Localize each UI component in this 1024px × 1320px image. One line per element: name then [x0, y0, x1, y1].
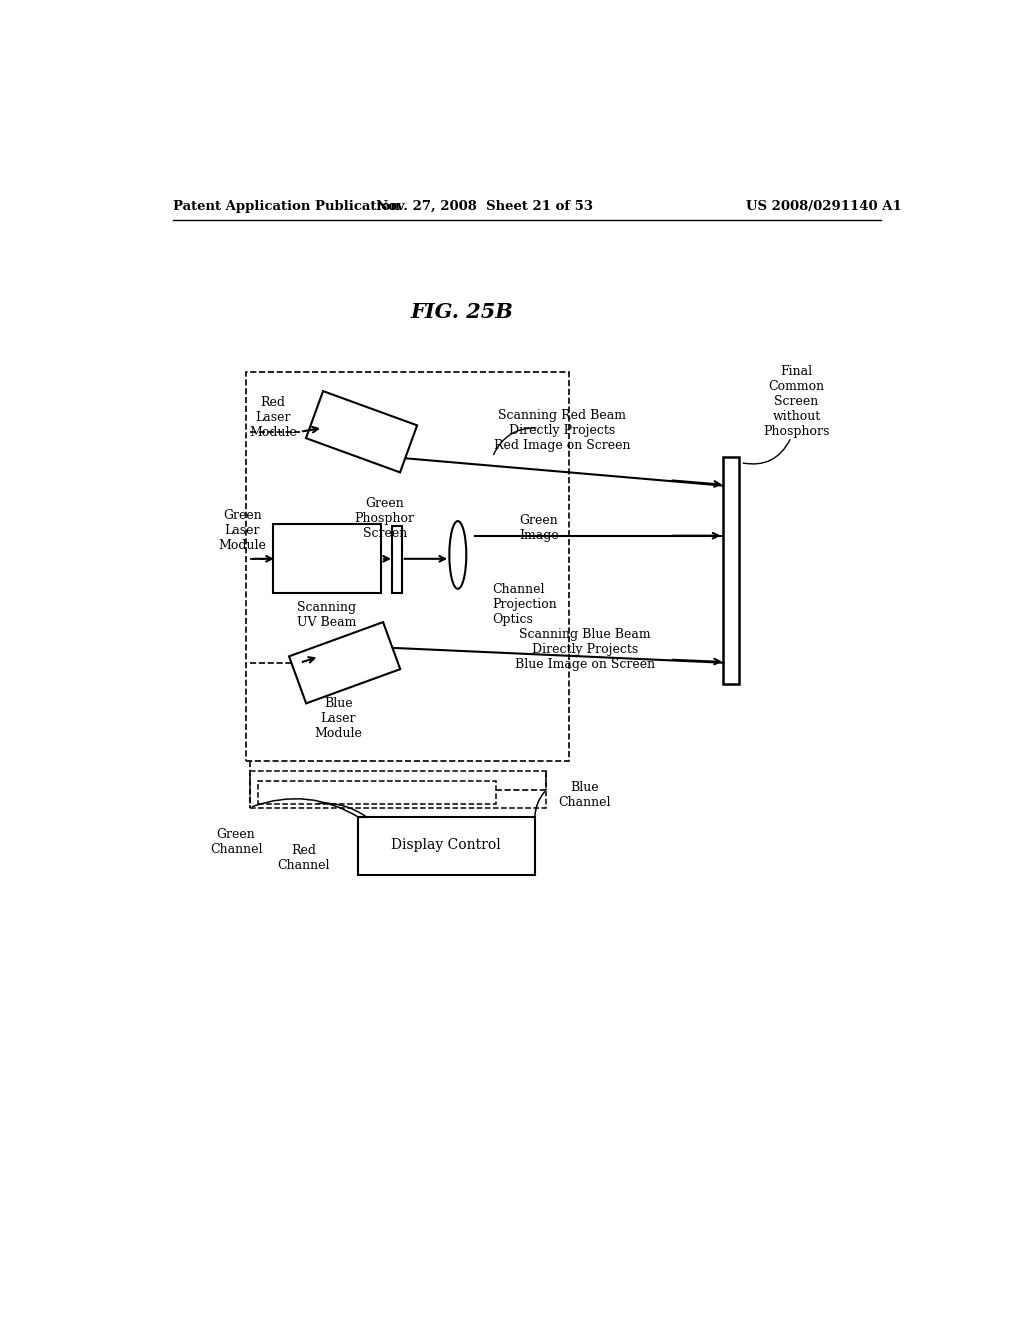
Text: Nov. 27, 2008  Sheet 21 of 53: Nov. 27, 2008 Sheet 21 of 53 [376, 199, 593, 213]
Text: Red
Channel: Red Channel [278, 843, 330, 871]
Bar [246, 372, 569, 762]
Bar [357, 817, 535, 875]
Text: Final
Common
Screen
without
Phosphors: Final Common Screen without Phosphors [764, 364, 829, 438]
Text: Green
Channel: Green Channel [210, 829, 262, 857]
Text: Blue
Channel: Blue Channel [559, 780, 611, 809]
Text: Patent Application Publication: Patent Application Publication [173, 199, 399, 213]
Text: Red
Laser
Module: Red Laser Module [249, 396, 297, 438]
Text: Green
Laser
Module: Green Laser Module [218, 508, 266, 552]
Text: Green
Phosphor
Screen: Green Phosphor Screen [354, 498, 415, 540]
Bar [724, 457, 739, 684]
Bar [250, 771, 547, 808]
Bar [258, 780, 497, 804]
Text: Scanning Blue Beam
Directly Projects
Blue Image on Screen: Scanning Blue Beam Directly Projects Blu… [515, 628, 655, 671]
Bar [392, 525, 401, 594]
Ellipse shape [450, 521, 466, 589]
Bar [273, 524, 381, 594]
Text: Display Control: Display Control [391, 838, 501, 853]
Text: Scanning Red Beam
Directly Projects
Red Image on Screen: Scanning Red Beam Directly Projects Red … [494, 409, 630, 451]
Text: US 2008/0291140 A1: US 2008/0291140 A1 [745, 199, 901, 213]
Text: FIG. 25B: FIG. 25B [411, 302, 513, 322]
Text: Channel
Projection
Optics: Channel Projection Optics [493, 583, 557, 627]
Text: Scanning
UV Beam: Scanning UV Beam [297, 601, 356, 630]
Polygon shape [289, 622, 400, 704]
Text: Blue
Laser
Module: Blue Laser Module [314, 697, 362, 741]
Text: Green
Image: Green Image [519, 515, 558, 543]
Polygon shape [306, 391, 417, 473]
